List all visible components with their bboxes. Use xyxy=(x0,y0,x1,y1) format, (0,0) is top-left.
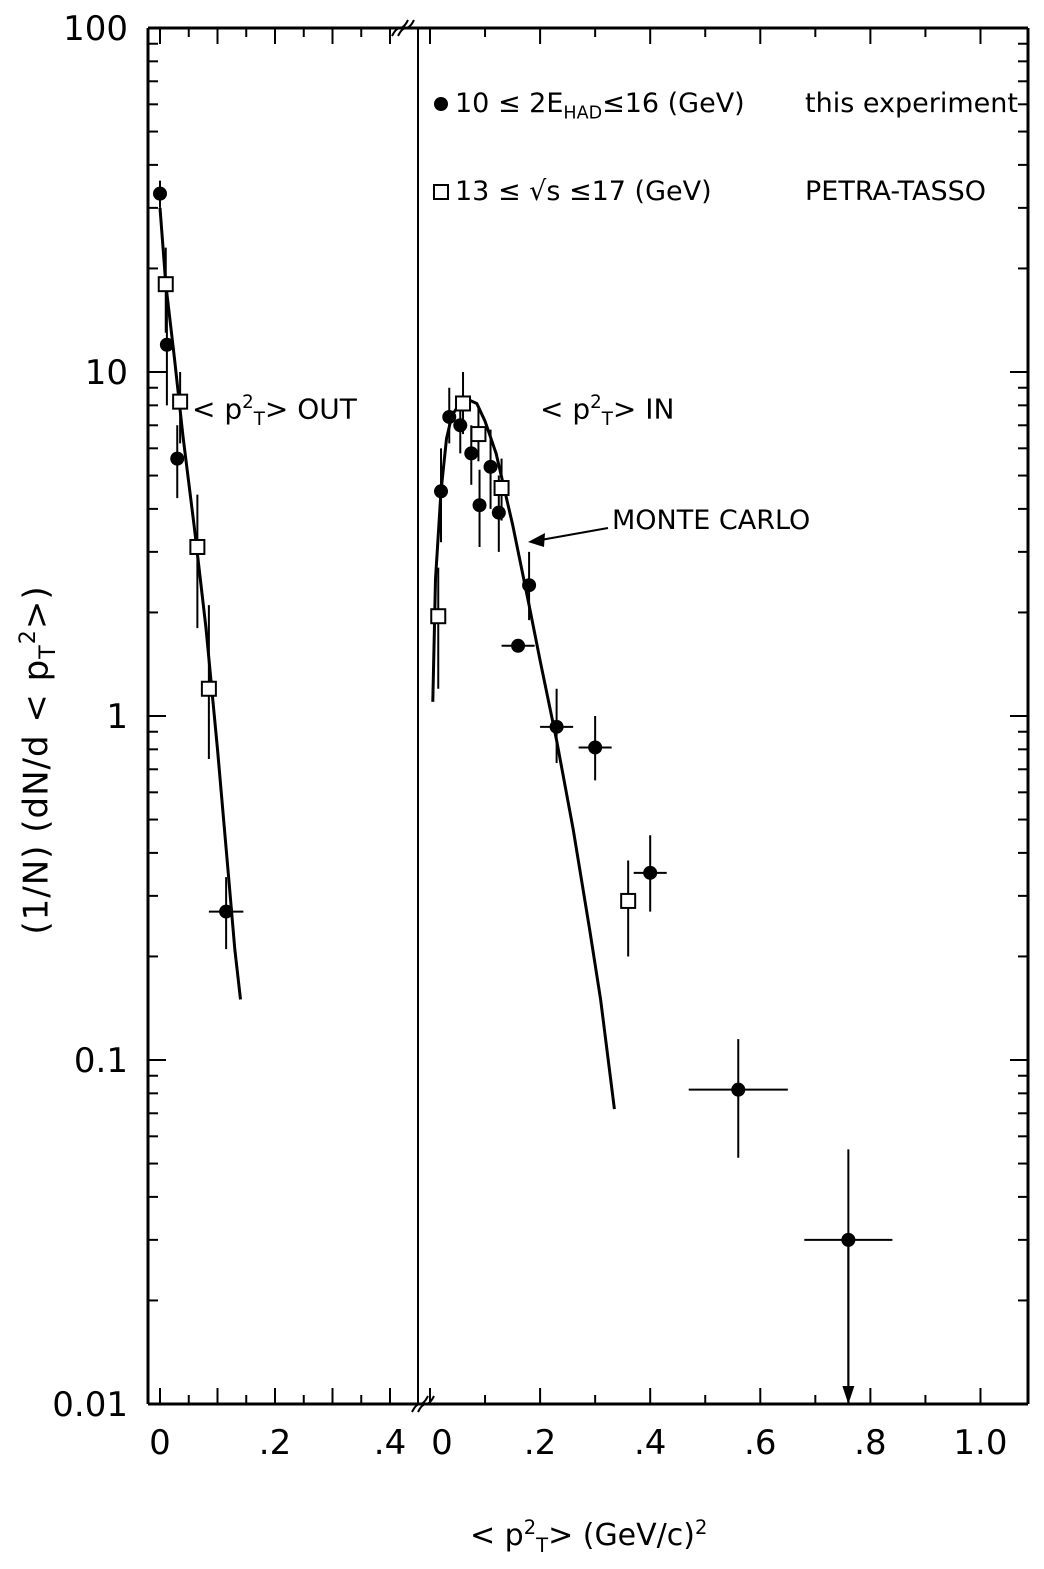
x-tick-label-in: .6 xyxy=(744,1423,776,1463)
y-tick-label: 10 xyxy=(85,353,128,393)
data-point-circle xyxy=(153,186,167,201)
x-tick-label-out: 0 xyxy=(149,1423,171,1463)
legend-circle-source: this experiment xyxy=(805,88,1018,119)
axis-ticks xyxy=(148,28,1028,1405)
x-tick-label-in: 0 xyxy=(431,1423,453,1463)
plot-frame xyxy=(146,19,1030,1413)
data-point-square xyxy=(189,538,206,555)
y-tick-label: 1 xyxy=(106,697,128,737)
monte-carlo-annotation: MONTE CARLO xyxy=(612,505,811,536)
data-point-circle xyxy=(511,638,526,653)
data-point-circle xyxy=(159,337,174,352)
legend-square-label: 13 ≤ √s ≤17 (GeV) xyxy=(455,176,712,207)
panel-label-in: < p2T> IN xyxy=(540,392,675,430)
y-tick-label: 0.01 xyxy=(52,1385,128,1425)
data-point-square xyxy=(493,480,510,497)
axis-break-mark xyxy=(411,1395,435,1413)
legend-circle-label: 10 ≤ 2EHAD≤16 (GeV) xyxy=(455,88,745,124)
legend-circle-marker xyxy=(434,97,448,111)
data-point-circle xyxy=(491,505,506,520)
data-point-circle xyxy=(442,409,457,424)
panel-label-out: < p2T> OUT xyxy=(192,392,357,430)
data-point-square xyxy=(470,426,487,443)
data-point-square xyxy=(172,393,189,410)
data-point-square xyxy=(200,680,217,697)
legend-square-source: PETRA-TASSO xyxy=(805,176,987,207)
x-tick-label-in: .4 xyxy=(634,1423,666,1463)
data-point-circle xyxy=(472,498,487,513)
data-point-circle xyxy=(588,740,603,755)
monte-carlo-pointer-head xyxy=(528,533,545,547)
data-point-circle xyxy=(549,719,564,734)
x-axis-label: < p2T> (GeV/c)2 xyxy=(470,1516,708,1557)
legend-markers xyxy=(433,97,449,200)
tick-labels: 100 10 1 0.1 0.01 0 .2 .4 0 .2 .4 .6 .8 1.0 xyxy=(52,9,1007,1463)
data-point-circle xyxy=(434,484,449,499)
data-point-circle xyxy=(731,1082,746,1097)
data-point-circle xyxy=(483,459,498,474)
data-point-square xyxy=(157,276,174,293)
data-point-circle xyxy=(841,1232,856,1247)
monte-carlo-curve xyxy=(431,398,616,1110)
monte-carlo-pointer xyxy=(534,527,609,542)
data-point-circle xyxy=(219,904,234,919)
axis-break-mark xyxy=(391,19,415,37)
data-point-circle xyxy=(170,451,185,466)
x-tick-label-in: .2 xyxy=(524,1423,556,1463)
legend-square-marker xyxy=(433,184,449,200)
monte-carlo-curves xyxy=(158,207,616,1110)
x-tick-label-out: .2 xyxy=(259,1423,291,1463)
x-tick-label-in: 1.0 xyxy=(953,1423,1007,1463)
data-point-circle xyxy=(643,865,658,880)
upper-limit-arrow xyxy=(842,1386,855,1404)
y-axis-label: (1/N) (dN/d < pT2>) xyxy=(14,585,62,935)
data-point-square xyxy=(430,608,447,625)
y-tick-label: 100 xyxy=(63,9,128,49)
data-point-circle xyxy=(522,578,537,593)
data-point-square xyxy=(455,395,472,412)
y-tick-label: 0.1 xyxy=(74,1041,128,1081)
x-tick-label-in: .8 xyxy=(854,1423,886,1463)
x-tick-label-out: .4 xyxy=(374,1423,406,1463)
data-point-circle xyxy=(453,418,468,433)
data-points xyxy=(153,180,893,1404)
monte-carlo-curve xyxy=(158,207,242,1000)
data-point-square xyxy=(620,892,637,909)
data-point-circle xyxy=(464,446,479,461)
